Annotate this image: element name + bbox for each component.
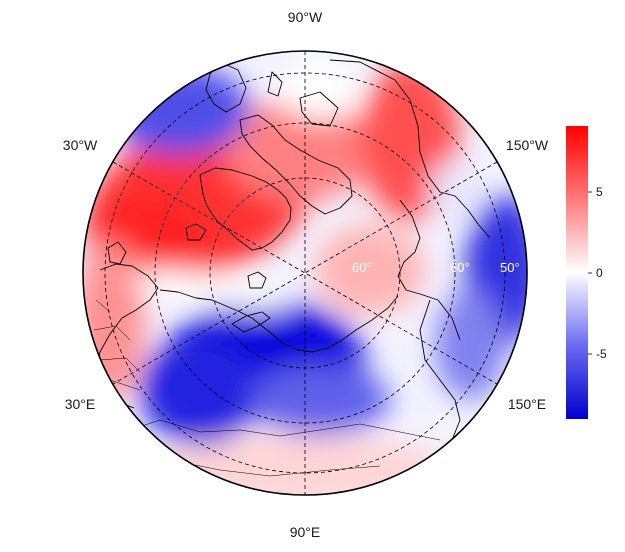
- iceland-coastline: [185, 223, 207, 241]
- anomaly-field: [83, 51, 527, 495]
- longitude-label-top: 90°W: [288, 9, 323, 25]
- colorbar-ramp: [566, 126, 588, 419]
- alaska-coastline: [397, 199, 461, 341]
- map-boundary: [82, 50, 528, 496]
- russia-east-coastline: [419, 299, 461, 441]
- greenland-coastline: [199, 167, 292, 251]
- colorbar-label-0: 0: [596, 266, 603, 280]
- coastlines: [93, 59, 491, 477]
- colorbar-label-minus5: -5: [596, 347, 607, 361]
- canadian-archipelago-coastline: [239, 91, 353, 215]
- uk-coastline: [107, 241, 127, 265]
- svalbard-coastline: [247, 271, 267, 289]
- longitude-label-lower-left: 30°E: [65, 396, 96, 412]
- latitude-circle-60: [154, 122, 456, 424]
- europe-borders: [93, 299, 141, 391]
- latitude-label-inner: 60°: [352, 260, 372, 275]
- siberia-coastline: [159, 289, 399, 353]
- colorbar-label-5: 5: [596, 185, 603, 199]
- meridian-150w-30e: [112, 161, 498, 385]
- longitude-label-upper-right: 150°W: [506, 137, 549, 153]
- north-america-coastline: [329, 59, 491, 239]
- novaya-zemlya-coastline: [231, 311, 271, 333]
- meridian-30w-150e: [112, 161, 498, 385]
- latitude-label-outer: 50°: [500, 260, 520, 275]
- longitude-label-bottom: 90°E: [290, 524, 321, 540]
- colorbar: 5 0 -5: [566, 126, 607, 419]
- latitude-label-middle: 60°: [450, 260, 470, 275]
- hudson-bay-coastline: [205, 61, 283, 113]
- longitude-label-upper-left: 30°W: [63, 137, 98, 153]
- latitude-circle-50: [104, 72, 506, 474]
- graticule: [104, 51, 506, 495]
- longitude-label-lower-right: 150°E: [508, 396, 546, 412]
